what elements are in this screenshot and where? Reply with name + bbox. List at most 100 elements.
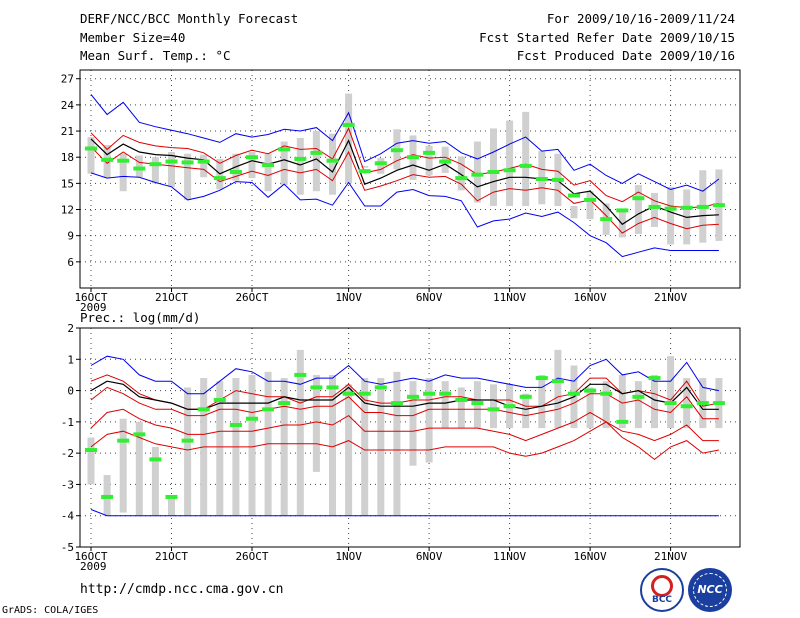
prec-ensemble-bar [457, 387, 465, 429]
temp-line-max [90, 94, 720, 192]
temp-observed-point [294, 156, 307, 161]
prec-x-tick-label: 2009 [80, 560, 107, 573]
prec-y-tick-label: -2 [61, 447, 74, 460]
temp-observed-point [600, 217, 613, 222]
prec-panel-title: Prec.: log(mm/d) [80, 310, 200, 325]
prec-observed-point [600, 391, 613, 396]
temp-y-tick-label: 21 [61, 125, 74, 138]
temp-ensemble-bar [506, 120, 514, 207]
prec-observed-point [262, 407, 275, 412]
temp-ensemble-bar [667, 186, 675, 245]
temp-ensemble-bar [184, 153, 192, 200]
prec-line-lower [90, 386, 719, 420]
temp-observed-point [712, 203, 725, 208]
temp-observed-point [664, 206, 677, 211]
temp-observed-point [423, 150, 436, 155]
temp-observed-point [101, 157, 114, 162]
prec-observed-point [487, 407, 500, 412]
temp-observed-point [374, 161, 387, 166]
temp-ensemble-bar [522, 111, 530, 207]
prec-x-tick-label: 16NOV [574, 550, 607, 563]
temp-observed-point [310, 150, 323, 155]
temp-ensemble-bar [312, 131, 320, 192]
prec-observed-point [149, 457, 162, 462]
source-url[interactable]: http://cmdp.ncc.cma.gov.cn [80, 582, 284, 597]
temp-observed-point [535, 177, 548, 181]
temp-y-tick-label: 27 [61, 73, 74, 86]
temp-observed-point [85, 146, 97, 151]
temp-observed-point [213, 176, 226, 181]
prec-observed-point [712, 401, 725, 406]
temp-observed-point [326, 158, 339, 163]
temp-observed-point [278, 147, 291, 152]
prec-observed-point [390, 401, 403, 406]
forecast-start-date: Fcst Started Refer Date 2009/10/15 [479, 30, 735, 45]
prec-ensemble-bar [216, 381, 224, 516]
prec-ensemble-bar [329, 374, 336, 516]
prec-line-lower3 [90, 421, 719, 461]
prec-ensemble-bar [618, 374, 626, 429]
temp-observed-point [358, 169, 371, 174]
temp-observed-point [551, 177, 564, 182]
temp-observed-point [568, 193, 580, 198]
prec-observed-point [584, 388, 597, 393]
prec-observed-point [117, 438, 130, 443]
temp-ensemble-bar [135, 155, 143, 178]
temp-y-tick-label: 24 [61, 99, 75, 112]
temp-ensemble-bar [651, 192, 658, 227]
temp-ensemble-bar [586, 191, 594, 220]
prec-observed-point [471, 401, 484, 406]
prec-ensemble-bar [280, 378, 288, 516]
prec-observed-point [664, 401, 677, 406]
prec-x-tick-label: 21NOV [654, 550, 687, 563]
prec-observed-point [310, 385, 323, 390]
temp-y-tick-label: 6 [67, 256, 74, 269]
temp-observed-point [342, 122, 355, 127]
temp-observed-point [407, 155, 419, 160]
prec-ensemble-bar [490, 384, 497, 429]
temp-observed-point [616, 208, 629, 213]
temp-ensemble-bar [296, 138, 304, 195]
prec-observed-point [85, 448, 97, 453]
temp-y-tick-label: 9 [67, 230, 74, 243]
prec-ensemble-bar [425, 378, 433, 463]
temp-observed-point [197, 159, 210, 164]
temp-observed-point [680, 205, 693, 210]
temp-x-tick-label: 6NOV [416, 291, 443, 304]
prec-ensemble-bar [586, 387, 594, 429]
temp-observed-point [133, 166, 146, 171]
temp-observed-point [696, 204, 709, 209]
ncc-logo: NCC [688, 568, 732, 612]
prec-ensemble-bar [345, 384, 353, 516]
prec-observed-point [358, 391, 371, 396]
temp-x-tick-label: 11NOV [493, 291, 526, 304]
temp-ensemble-bar [361, 165, 369, 168]
prec-observed-point [648, 376, 661, 381]
bcc-logo: BCC [640, 568, 684, 612]
temp-observed-point [181, 160, 194, 165]
temp-observed-point [439, 159, 452, 164]
temp-ensemble-bar [345, 93, 353, 184]
prec-ensemble-bar [409, 381, 417, 466]
prec-x-tick-label: 26OCT [235, 550, 268, 563]
prec-observed-point [246, 416, 258, 421]
temp-x-tick-label: 16NOV [574, 291, 607, 304]
prec-observed-point [455, 397, 468, 402]
prec-ensemble-bar [651, 374, 658, 429]
prec-plot-frame [79, 327, 741, 548]
bcc-logo-ring-icon [651, 575, 673, 597]
temp-observed-point [262, 163, 275, 168]
prec-line-max [90, 355, 719, 395]
temp-observed-point [648, 204, 661, 209]
prec-x-tick-label: 16OCT [74, 550, 107, 563]
temp-ensemble-bar [329, 133, 336, 195]
temp-observed-point [390, 148, 403, 153]
temp-ensemble-bar [473, 141, 481, 203]
temp-observed-point [117, 158, 130, 163]
prec-observed-point [535, 376, 548, 381]
temp-ensemble-bar [151, 157, 159, 184]
prec-ensemble-bar [248, 374, 256, 516]
temp-ensemble-bar [200, 154, 208, 178]
temp-ensemble-bar [248, 151, 256, 179]
